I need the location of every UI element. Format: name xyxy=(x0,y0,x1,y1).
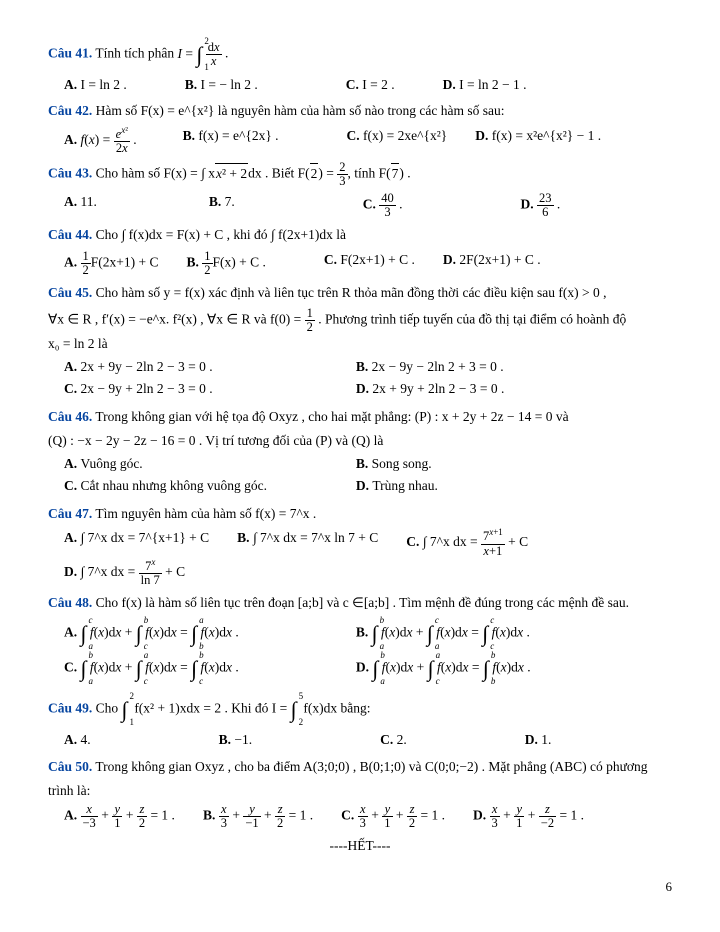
q44-opt-d: D. 2F(2x+1) + C . xyxy=(443,250,541,277)
q45-label: Câu 45. xyxy=(48,285,92,300)
q49-options: A. 4. B. −1. C. 2. D. 1. xyxy=(64,730,672,750)
q50-opt-b: B. x3 + y−1 + z2 = 1 . xyxy=(203,803,313,830)
q47-opt-b: B. ∫ 7^x dx = 7^x ln 7 + C xyxy=(237,528,378,557)
question-41: Câu 41. Tính tích phân I = ∫21 dxx . xyxy=(48,38,672,71)
q47-label: Câu 47. xyxy=(48,506,92,521)
q44-prompt: Cho ∫ f(x)dx = F(x) + C , khi đó ∫ f(2x+… xyxy=(96,227,346,242)
question-44: Câu 44. Cho ∫ f(x)dx = F(x) + C , khi đó… xyxy=(48,225,672,245)
q41-integral: I = ∫21 dxx xyxy=(178,46,225,61)
question-48: Câu 48. Cho f(x) là hàm số liên tục trên… xyxy=(48,593,672,613)
q44-options: A. 12F(2x+1) + C B. 12F(x) + C . C. F(2x… xyxy=(64,250,672,277)
q41-opt-c: C. I = 2 . xyxy=(346,75,395,95)
q41-opt-a: A. I = ln 2 . xyxy=(64,75,127,95)
q42-label: Câu 42. xyxy=(48,103,92,118)
q48-opt-b: B. ∫ba f(x)dx + ∫ca f(x)dx = ∫cc f(x)dx … xyxy=(356,617,648,650)
q45-line2: ∀x ∈ R , f′(x) = −e^x. f²(x) , ∀x ∈ R và… xyxy=(48,307,672,334)
q43-opt-d: D. 236 . xyxy=(521,192,561,219)
question-49: Câu 49. Cho ∫21 f(x² + 1)xdx = 2 . Khi đ… xyxy=(48,693,672,726)
q41-opt-d: D. I = ln 2 − 1 . xyxy=(443,75,527,95)
question-47: Câu 47. Tìm nguyên hàm của hàm số f(x) =… xyxy=(48,504,672,524)
q45-opt-a: A. 2x + 9y − 2ln 2 − 3 = 0 . xyxy=(64,357,356,377)
q45-line3: x₀ = ln 2 là xyxy=(48,334,672,354)
q49-opt-b: B. −1. xyxy=(219,730,253,750)
q41-prompt-a: Tính tích phân xyxy=(95,46,177,61)
q42-prompt: Hàm số F(x) = e^{x²} là nguyên hàm của h… xyxy=(96,103,505,118)
q49-opt-a: A. 4. xyxy=(64,730,91,750)
q50-opt-c: C. x3 + y1 + z2 = 1 . xyxy=(341,803,445,830)
q45-opt-b: B. 2x − 9y − 2ln 2 + 3 = 0 . xyxy=(356,357,648,377)
question-46: Câu 46. Trong không gian với hệ tọa độ O… xyxy=(48,407,672,427)
q44-opt-a: A. 12F(2x+1) + C xyxy=(64,250,158,277)
q43-opt-a: A. 11. xyxy=(64,192,97,219)
q45-opt-c: C. 2x − 9y + 2ln 2 − 3 = 0 . xyxy=(64,379,356,399)
q42-opt-d: D. f(x) = x²e^{x²} − 1 . xyxy=(475,126,601,155)
q49-opt-d: D. 1. xyxy=(525,730,552,750)
q50-opt-a: A. x−3 + y1 + z2 = 1 . xyxy=(64,803,175,830)
q41-label: Câu 41. xyxy=(48,46,92,61)
q42-options: A. f(x) = ex²2x . B. f(x) = e^{2x} . C. … xyxy=(64,126,672,155)
q47-opt-d: D. ∫ 7^x dx = 7xln 7 + C xyxy=(64,558,185,587)
q48-opt-c: C. ∫ba f(x)dx + ∫ac f(x)dx = ∫bc f(x)dx … xyxy=(64,652,356,685)
q48-opt-d: D. ∫ba f(x)dx + ∫ac f(x)dx = ∫bb f(x)dx … xyxy=(356,652,648,685)
q50-line1: Trong không gian Oxyz , cho ba điểm A(3;… xyxy=(95,759,647,774)
q48-options: A. ∫ca f(x)dx + ∫bc f(x)dx = ∫ab f(x)dx … xyxy=(64,617,672,687)
q42-opt-b: B. f(x) = e^{2x} . xyxy=(183,126,279,155)
q47-options: A. ∫ 7^x dx = 7^{x+1} + C B. ∫ 7^x dx = … xyxy=(64,528,672,587)
q48-label: Câu 48. xyxy=(48,595,92,610)
q50-opt-d: D. x3 + y1 + z−2 = 1 . xyxy=(473,803,584,830)
q43-options: A. 11. B. 7. C. 403 . D. 236 . xyxy=(64,192,672,219)
q45-line1: Cho hàm số y = f(x) xác định và liên tục… xyxy=(96,285,607,300)
q44-opt-b: B. 12F(x) + C . xyxy=(186,250,265,277)
q42-opt-a: A. f(x) = ex²2x . xyxy=(64,126,137,155)
q43-label: Câu 43. xyxy=(48,166,92,181)
q41-opt-b: B. I = − ln 2 . xyxy=(185,75,258,95)
q43-prompt-d: , tính F( xyxy=(348,166,391,181)
question-42: Câu 42. Hàm số F(x) = e^{x²} là nguyên h… xyxy=(48,101,672,121)
q46-line2: (Q) : −x − 2y − 2z − 16 = 0 . Vị trí tươ… xyxy=(48,431,672,451)
q48-prompt: Cho f(x) là hàm số liên tục trên đoạn [a… xyxy=(96,595,629,610)
question-43: Câu 43. Cho hàm số F(x) = ∫ xx² + 2dx . … xyxy=(48,161,672,188)
q46-opt-a: A. Vuông góc. xyxy=(64,454,356,474)
q47-opt-c: C. ∫ 7^x dx = 7x+1x+1 + C xyxy=(406,528,528,557)
q46-opt-b: B. Song song. xyxy=(356,454,648,474)
q41-prompt-b: . xyxy=(225,46,228,61)
q43-prompt-e: ) . xyxy=(399,166,410,181)
q44-opt-c: C. F(2x+1) + C . xyxy=(324,250,415,277)
question-45: Câu 45. Cho hàm số y = f(x) xác định và … xyxy=(48,283,672,303)
q46-label: Câu 46. xyxy=(48,409,92,424)
q43-opt-c: C. 403 . xyxy=(363,192,403,219)
q48-opt-a: A. ∫ca f(x)dx + ∫bc f(x)dx = ∫ab f(x)dx … xyxy=(64,617,356,650)
question-50: Câu 50. Trong không gian Oxyz , cho ba đ… xyxy=(48,757,672,777)
q46-line1: Trong không gian với hệ tọa độ Oxyz , ch… xyxy=(95,409,568,424)
q47-prompt: Tìm nguyên hàm của hàm số f(x) = 7^x . xyxy=(95,506,316,521)
q50-options: A. x−3 + y1 + z2 = 1 . B. x3 + y−1 + z2 … xyxy=(64,803,672,830)
q44-label: Câu 44. xyxy=(48,227,92,242)
q46-opt-d: D. Trùng nhau. xyxy=(356,476,648,496)
q49-label: Câu 49. xyxy=(48,701,92,716)
q45-opt-d: D. 2x + 9y + 2ln 2 − 3 = 0 . xyxy=(356,379,648,399)
q46-options: A. Vuông góc. B. Song song. C. Cắt nhau … xyxy=(64,454,672,499)
page-number: 6 xyxy=(48,877,672,897)
q43-opt-b: B. 7. xyxy=(209,192,235,219)
q50-label: Câu 50. xyxy=(48,759,92,774)
q42-opt-c: C. f(x) = 2xe^{x²} xyxy=(347,126,448,155)
q46-opt-c: C. Cắt nhau nhưng không vuông góc. xyxy=(64,476,356,496)
q47-opt-a: A. ∫ 7^x dx = 7^{x+1} + C xyxy=(64,528,209,557)
q45-options: A. 2x + 9y − 2ln 2 − 3 = 0 . B. 2x − 9y … xyxy=(64,357,672,402)
q41-options: A. I = ln 2 . B. I = − ln 2 . C. I = 2 .… xyxy=(64,75,672,95)
q43-prompt-b: dx . Biết F( xyxy=(248,166,310,181)
q43-prompt-a: Cho hàm số F(x) = ∫ x xyxy=(96,166,215,181)
q50-line2: trình là: xyxy=(48,781,672,801)
q49-opt-c: C. 2. xyxy=(380,730,407,750)
footer-end: ----HẾT---- xyxy=(48,836,672,856)
q43-prompt-c: ) = xyxy=(318,166,337,181)
